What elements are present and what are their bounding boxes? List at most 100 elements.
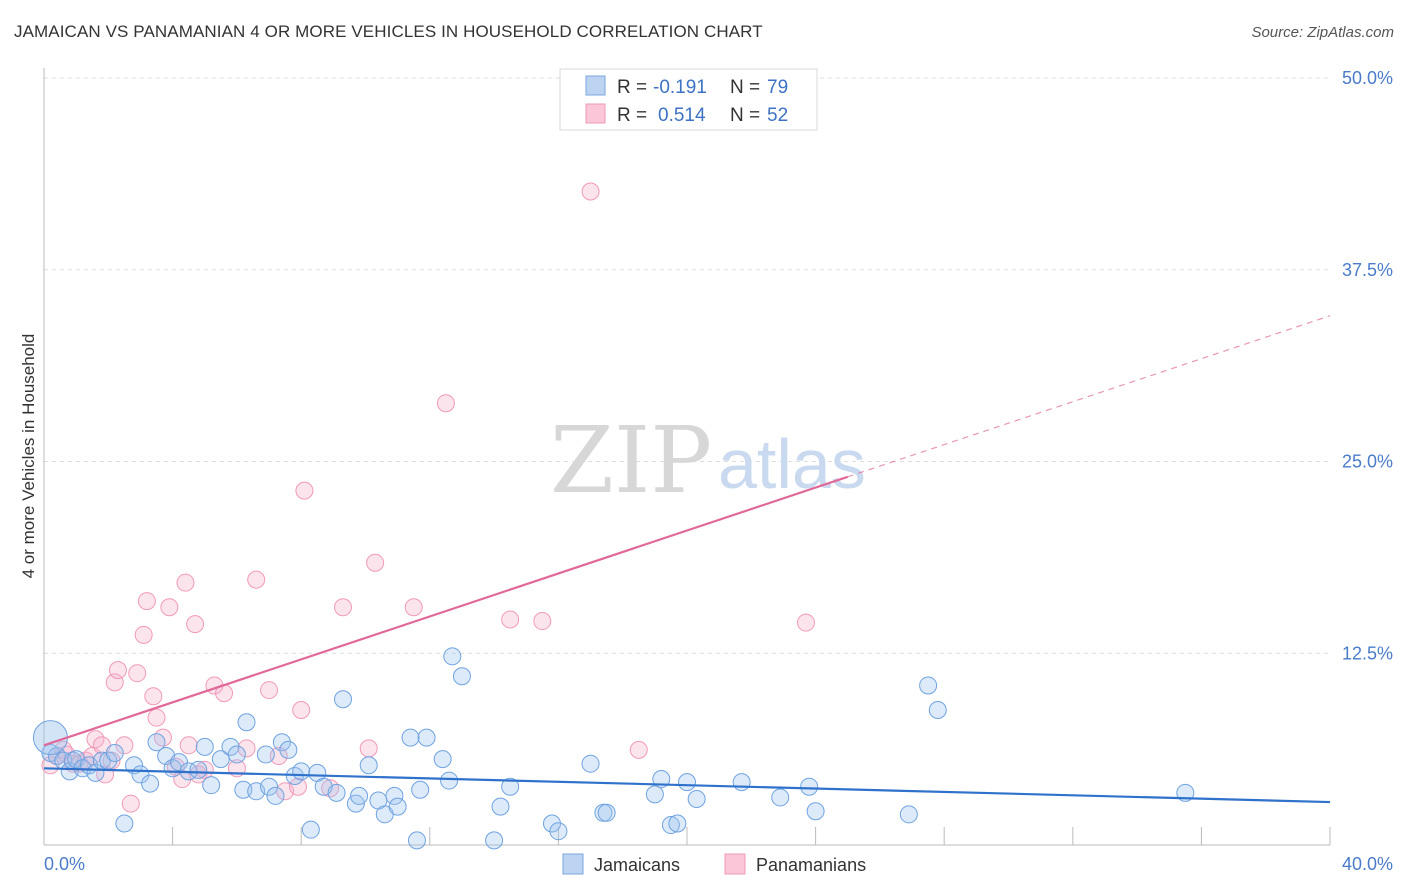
- panamanian-point: [436, 394, 455, 413]
- legend-label-panamanians: Panamanians: [756, 855, 866, 875]
- jamaican-point: [440, 771, 459, 790]
- stats-r-value-panamanians: 0.514: [658, 105, 706, 126]
- panamanian-point: [321, 779, 340, 798]
- panamanian-point: [247, 570, 266, 589]
- panamanian-point: [359, 739, 378, 758]
- jamaican-point: [260, 777, 279, 796]
- watermark-atlas: atlas: [718, 425, 866, 503]
- stats-r-label-jamaicans: R =: [617, 77, 647, 98]
- panamanian-point: [121, 794, 140, 813]
- jamaican-point: [266, 786, 285, 805]
- panamanian-point: [153, 728, 172, 747]
- panamanians-trend-line: [43, 475, 849, 747]
- watermark-zip: ZIP: [550, 407, 712, 514]
- panamanians-trend-extension: [847, 315, 1331, 478]
- jamaican-point: [806, 802, 825, 821]
- jamaican-point: [411, 780, 430, 799]
- jamaican-point: [279, 740, 298, 759]
- jamaican-point: [350, 786, 369, 805]
- panamanian-point: [176, 573, 195, 592]
- jamaican-point: [417, 728, 436, 747]
- panamanian-point: [179, 736, 198, 755]
- jamaican-point: [401, 728, 420, 747]
- jamaican-point: [501, 777, 520, 796]
- legend: Jamaicans Panamanians: [562, 853, 866, 875]
- jamaican-point: [388, 797, 407, 816]
- stats-swatch-jamaicans: [585, 75, 606, 96]
- source-label: Source: ZipAtlas.com: [1251, 24, 1394, 41]
- panamanian-point: [115, 736, 134, 755]
- panamanian-point: [134, 625, 153, 644]
- panamanian-point: [160, 598, 179, 617]
- jamaican-point-large: [32, 720, 68, 756]
- y-tick-label: 12.5%: [1342, 643, 1393, 663]
- jamaican-point: [597, 803, 616, 822]
- jamaican-point: [234, 780, 253, 799]
- jamaican-point: [771, 788, 790, 807]
- jamaican-point: [202, 776, 221, 795]
- jamaican-point: [292, 762, 311, 781]
- jamaican-point: [800, 777, 819, 796]
- x-tick-label: 0.0%: [44, 854, 85, 874]
- panamanian-point: [288, 777, 307, 796]
- axes: [43, 68, 1331, 846]
- jamaican-point: [237, 713, 256, 732]
- jamaican-point: [227, 745, 246, 764]
- panamanian-point: [189, 765, 208, 784]
- panamanian-point: [333, 598, 352, 617]
- grid-lines: [44, 77, 1330, 654]
- y-tick-label: 50.0%: [1342, 68, 1393, 88]
- jamaican-point: [433, 750, 452, 769]
- panamanian-point: [237, 739, 256, 758]
- jamaican-point: [581, 754, 600, 773]
- jamaican-point: [732, 773, 751, 792]
- jamaican-point: [385, 786, 404, 805]
- stats-r-value-jamaicans: -0.191: [653, 77, 707, 98]
- jamaican-point: [256, 745, 275, 764]
- legend-swatch-jamaicans: [562, 853, 584, 875]
- jamaican-point: [147, 733, 166, 752]
- jamaican-point: [678, 773, 696, 792]
- panamanian-point: [366, 553, 385, 572]
- jamaican-point: [221, 737, 240, 756]
- jamaican-point: [687, 789, 706, 808]
- stats-n-value-panamanians: 52: [767, 105, 788, 126]
- jamaicans-trend-line: [43, 767, 1331, 804]
- tick-labels: 12.5% 25.0% 37.5% 50.0% 0.0% 40.0%: [44, 68, 1393, 874]
- jamaican-point: [115, 814, 134, 833]
- jamaican-point: [452, 667, 471, 686]
- stats-n-label-jamaicans: N =: [730, 77, 760, 98]
- trend-lines: [43, 315, 1331, 804]
- stats-r-label-panamanians: R =: [617, 105, 647, 126]
- jamaican-point: [272, 733, 291, 752]
- panamanian-point: [128, 664, 147, 683]
- panamanian-point: [629, 740, 648, 759]
- jamaican-point: [141, 774, 160, 793]
- jamaican-point: [919, 676, 938, 695]
- jamaican-point: [170, 753, 189, 772]
- jamaican-point: [105, 743, 124, 762]
- panamanian-point: [144, 687, 163, 706]
- panamanian-point: [581, 182, 600, 201]
- jamaicans-points: [32, 647, 1195, 850]
- jamaican-point: [327, 783, 346, 802]
- jamaican-point: [928, 701, 947, 720]
- legend-swatch-panamanians: [724, 853, 746, 875]
- jamaican-point: [189, 760, 208, 779]
- y-axis-label: 4 or more Vehicles in Household: [19, 334, 38, 579]
- jamaican-point: [443, 647, 462, 666]
- jamaican-point: [668, 814, 687, 833]
- stats-swatch-panamanians: [585, 103, 606, 124]
- jamaican-point: [407, 831, 426, 850]
- panamanian-point: [501, 610, 520, 629]
- jamaican-point: [195, 737, 214, 756]
- panamanian-point: [147, 708, 166, 727]
- panamanian-point: [295, 481, 314, 500]
- jamaican-point: [542, 814, 561, 833]
- legend-label-jamaicans: Jamaicans: [594, 855, 680, 875]
- stats-box: R = -0.191 N = 79 R = 0.514 N = 52: [559, 68, 818, 131]
- panamanian-point: [533, 612, 552, 631]
- panamanian-point: [292, 701, 311, 720]
- panamanian-point: [108, 661, 127, 680]
